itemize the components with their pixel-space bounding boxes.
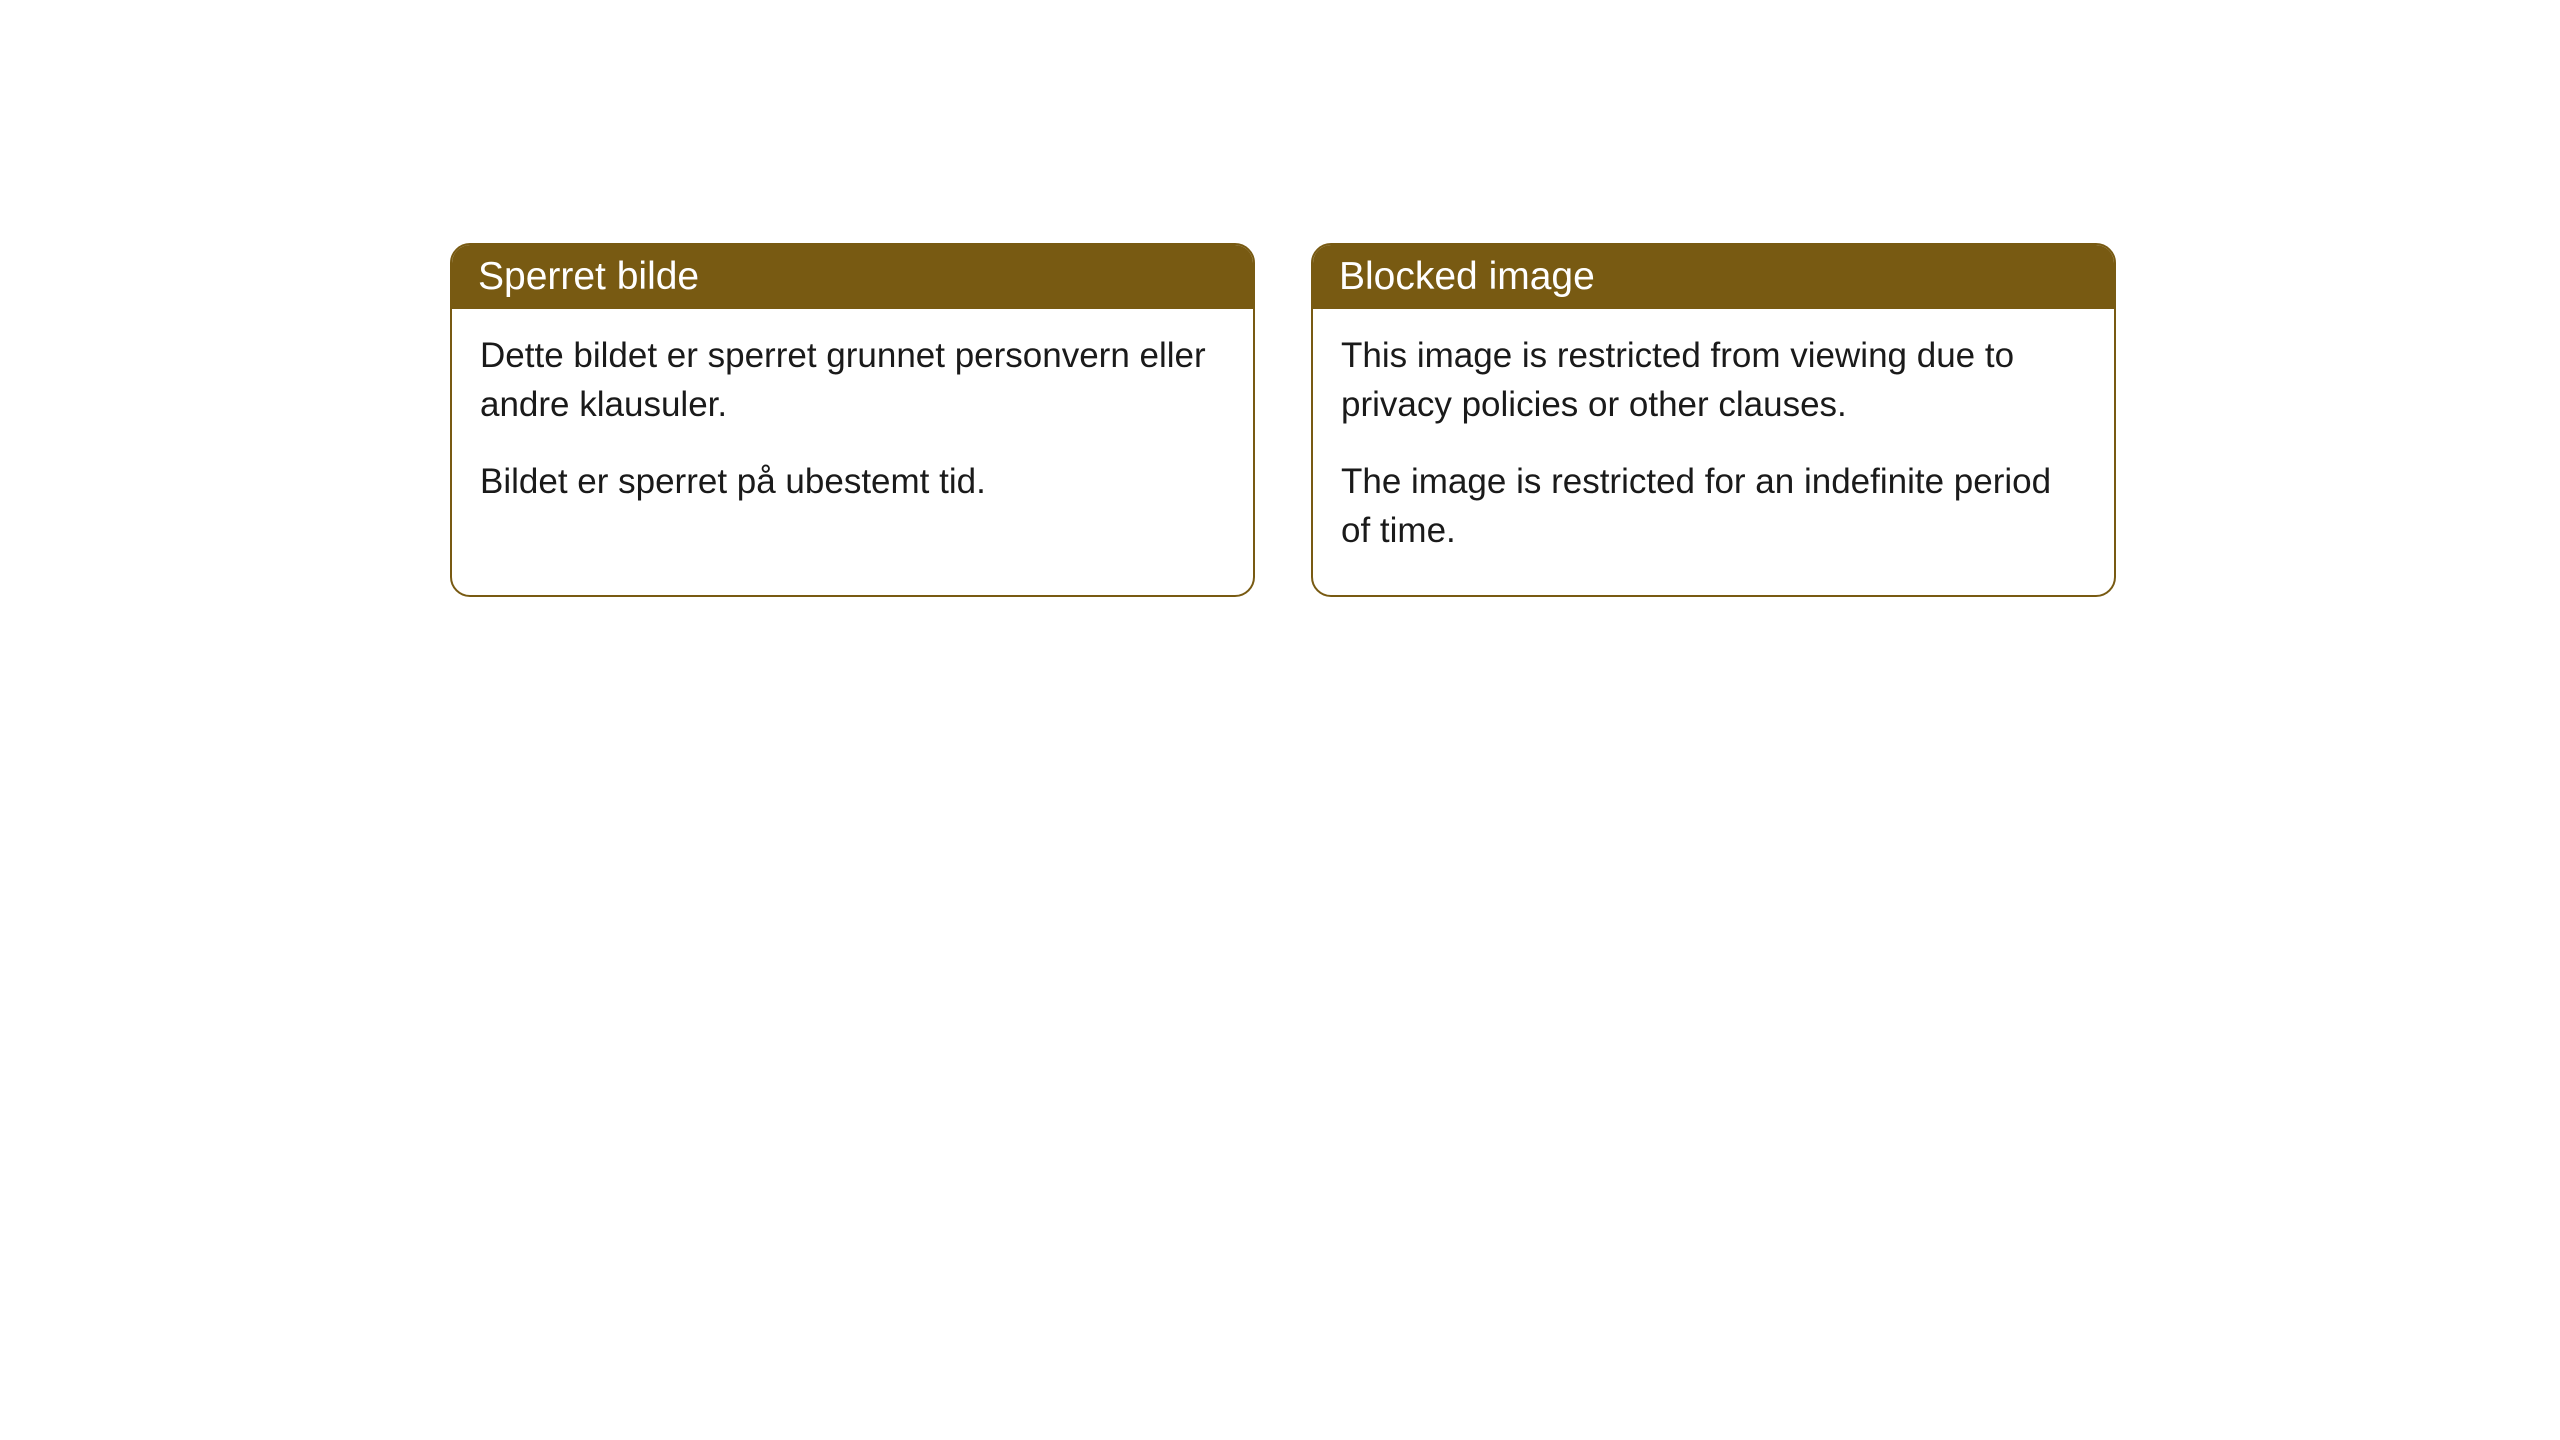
blocked-image-card-norwegian: Sperret bilde Dette bildet er sperret gr… bbox=[450, 243, 1255, 597]
cards-container: Sperret bilde Dette bildet er sperret gr… bbox=[450, 243, 2116, 597]
card-title: Blocked image bbox=[1339, 255, 1595, 298]
card-paragraph: The image is restricted for an indefinit… bbox=[1341, 457, 2086, 555]
card-title: Sperret bilde bbox=[478, 255, 699, 298]
card-header: Sperret bilde bbox=[452, 245, 1253, 309]
card-body: This image is restricted from viewing du… bbox=[1313, 309, 2114, 595]
blocked-image-card-english: Blocked image This image is restricted f… bbox=[1311, 243, 2116, 597]
card-body: Dette bildet er sperret grunnet personve… bbox=[452, 309, 1253, 546]
card-paragraph: Dette bildet er sperret grunnet personve… bbox=[480, 331, 1225, 429]
card-paragraph: This image is restricted from viewing du… bbox=[1341, 331, 2086, 429]
card-header: Blocked image bbox=[1313, 245, 2114, 309]
card-paragraph: Bildet er sperret på ubestemt tid. bbox=[480, 457, 1225, 506]
